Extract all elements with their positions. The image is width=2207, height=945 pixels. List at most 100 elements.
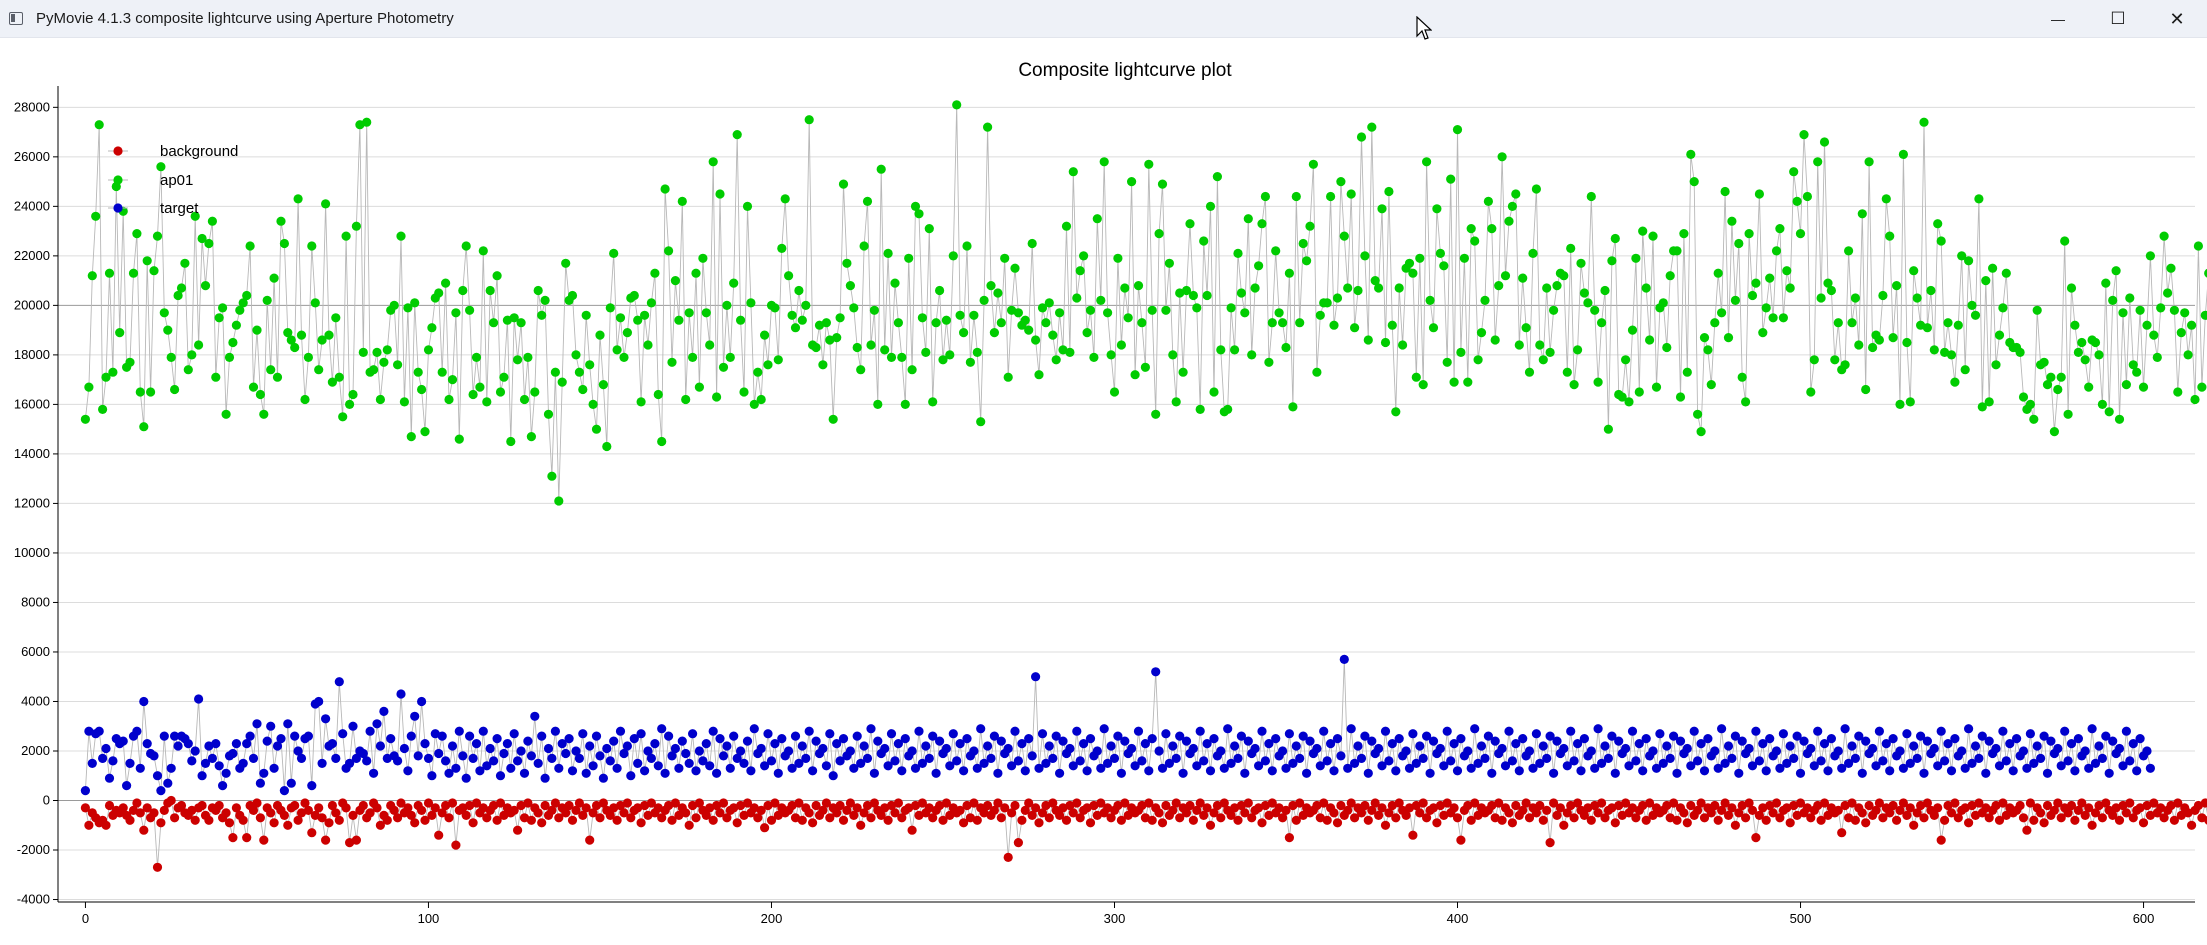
- point-background: [749, 803, 759, 813]
- point-target: [1096, 763, 1106, 773]
- point-target: [2094, 741, 2104, 751]
- point-target: [1075, 756, 1085, 766]
- point-target: [327, 739, 337, 749]
- point-target: [948, 729, 958, 739]
- point-target: [701, 739, 711, 749]
- point-background: [1638, 800, 1648, 811]
- point-background: [101, 820, 111, 830]
- point-ap01: [1113, 253, 1123, 263]
- point-ap01: [677, 196, 687, 206]
- point-ap01: [1387, 320, 1397, 330]
- point-target: [1603, 753, 1613, 764]
- point-target: [149, 751, 159, 761]
- point-target: [1284, 729, 1294, 739]
- point-ap01: [859, 241, 869, 251]
- point-background: [1466, 815, 1476, 825]
- point-background: [365, 808, 375, 818]
- point-target: [585, 741, 595, 751]
- point-ap01: [1933, 219, 1943, 229]
- point-ap01: [1260, 191, 1270, 202]
- point-ap01: [290, 342, 300, 353]
- point-target: [643, 746, 653, 756]
- point-background: [1905, 803, 1915, 813]
- point-ap01: [749, 399, 759, 409]
- point-target: [2012, 734, 2022, 744]
- point-target: [1085, 734, 1096, 744]
- point-background: [554, 813, 564, 823]
- point-ap01: [1730, 295, 1740, 305]
- point-target: [276, 734, 286, 744]
- point-ap01: [880, 345, 890, 355]
- point-ap01: [2042, 380, 2053, 390]
- point-ap01: [197, 233, 207, 244]
- point-ap01: [348, 389, 358, 400]
- point-ap01: [1480, 295, 1490, 305]
- point-ap01: [221, 409, 231, 419]
- close-button[interactable]: ✕: [2147, 0, 2207, 38]
- point-target: [1885, 766, 1895, 776]
- point-ap01: [2060, 236, 2070, 246]
- point-target: [1854, 731, 1864, 741]
- point-background: [1497, 815, 1507, 825]
- point-background: [1511, 800, 1521, 811]
- point-ap01: [907, 365, 917, 375]
- point-target: [1442, 726, 1452, 736]
- point-ap01: [2090, 337, 2101, 348]
- point-ap01: [1648, 231, 1658, 241]
- point-background: [1518, 805, 1528, 816]
- maximize-button[interactable]: ☐: [2088, 0, 2148, 38]
- point-background: [1795, 798, 1806, 808]
- point-background: [2173, 798, 2183, 808]
- point-target: [849, 763, 859, 773]
- point-ap01: [893, 318, 904, 328]
- point-ap01: [763, 360, 773, 370]
- point-background: [2121, 808, 2131, 818]
- point-target: [862, 753, 873, 764]
- point-background: [423, 798, 434, 808]
- point-target: [1868, 743, 1878, 754]
- point-ap01: [1096, 295, 1106, 305]
- point-background: [533, 808, 543, 818]
- point-background: [969, 798, 979, 808]
- point-background: [358, 800, 368, 811]
- point-background: [1295, 798, 1305, 808]
- point-ap01: [660, 184, 670, 194]
- point-ap01: [945, 350, 955, 360]
- point-ap01: [1549, 305, 1559, 315]
- point-background: [907, 825, 917, 835]
- plot-area[interactable]: Composite lightcurve plot -4000 -2000 0 200…: [0, 38, 2207, 940]
- point-background: [1696, 798, 1706, 808]
- point-target: [962, 734, 972, 744]
- point-background: [1415, 808, 1425, 818]
- point-target: [1964, 724, 1974, 734]
- point-ap01: [1473, 355, 1483, 365]
- point-ap01: [828, 414, 838, 424]
- point-target: [1819, 739, 1830, 749]
- y-tick-label: 6000: [21, 644, 50, 659]
- point-target: [804, 726, 814, 736]
- lightcurve-chart[interactable]: Composite lightcurve plot -4000-20000200…: [0, 38, 2207, 940]
- point-target: [1044, 741, 1054, 751]
- point-background: [396, 798, 406, 808]
- point-ap01: [1459, 253, 1469, 263]
- point-ap01: [1367, 122, 1377, 132]
- point-ap01: [1624, 397, 1634, 407]
- point-target: [2022, 763, 2032, 773]
- point-ap01: [681, 394, 691, 405]
- point-ap01: [1466, 224, 1476, 234]
- point-ap01: [1380, 337, 1391, 348]
- point-ap01: [1970, 310, 1981, 320]
- point-target: [1497, 743, 1507, 754]
- point-background: [1377, 803, 1387, 813]
- point-ap01: [849, 303, 859, 313]
- point-background: [1768, 808, 1778, 818]
- point-background: [2149, 798, 2159, 808]
- point-target: [1332, 734, 1343, 744]
- point-ap01: [1562, 367, 1572, 377]
- point-ap01: [2176, 328, 2186, 338]
- point-target: [135, 763, 145, 773]
- point-background: [1137, 800, 1147, 811]
- minimize-button[interactable]: —: [2028, 0, 2088, 38]
- point-target: [571, 746, 581, 756]
